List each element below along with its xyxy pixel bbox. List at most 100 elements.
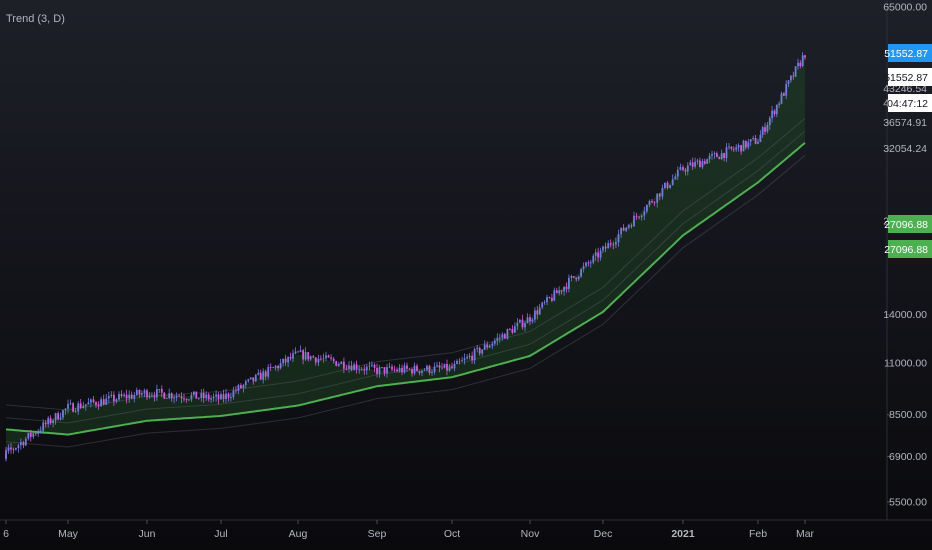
time-tick-label: Dec	[594, 528, 613, 540]
candle	[792, 71, 795, 80]
candle	[62, 409, 64, 420]
candle	[202, 388, 205, 403]
time-tick-label: Jun	[139, 528, 156, 540]
candle	[703, 158, 706, 165]
time-tick-label: Feb	[749, 528, 767, 540]
candle	[173, 395, 175, 404]
candle	[473, 347, 476, 365]
candle	[47, 416, 50, 428]
candle	[421, 370, 423, 377]
candle	[52, 418, 54, 428]
time-axis[interactable]: 6 May Jun Jul Aug Sep Oct Nov Dec 2021 Feb Mar	[3, 520, 815, 540]
candle	[757, 138, 759, 145]
candle	[170, 392, 173, 402]
candle	[185, 398, 188, 403]
candle	[237, 383, 240, 395]
candle	[212, 393, 215, 402]
candle	[597, 247, 599, 263]
candle	[320, 355, 322, 361]
candle	[257, 369, 260, 376]
candle	[570, 274, 573, 282]
candle	[563, 286, 565, 296]
candle	[314, 357, 317, 366]
indicator-legend[interactable]: Trend (3, D)	[6, 13, 65, 25]
candle	[133, 392, 136, 403]
candle	[666, 181, 669, 190]
candle	[195, 391, 198, 399]
candle	[585, 261, 587, 268]
price-trend-fill	[6, 53, 805, 454]
candle	[24, 436, 27, 447]
candle	[225, 388, 227, 403]
candle	[378, 365, 381, 378]
candle	[373, 363, 376, 373]
candle	[90, 398, 92, 408]
ema-band-line-1	[5, 154, 806, 448]
candle	[543, 300, 546, 305]
candle	[401, 364, 403, 376]
candle	[602, 245, 604, 253]
candle	[441, 362, 443, 370]
candle	[178, 393, 180, 397]
candle	[664, 182, 666, 190]
candle	[365, 364, 368, 375]
candle	[481, 349, 484, 357]
candle	[558, 286, 561, 296]
candle	[682, 164, 684, 172]
candle	[599, 247, 602, 261]
time-tick-label: Oct	[444, 528, 460, 540]
candle	[689, 159, 692, 166]
candle	[555, 287, 558, 294]
candle	[622, 224, 625, 232]
candle	[215, 390, 217, 402]
time-tick-label: Mar	[796, 528, 815, 540]
candle	[193, 391, 195, 397]
candle	[783, 92, 785, 96]
time-tick-label: Jul	[214, 528, 227, 540]
candle	[725, 143, 728, 163]
candle	[612, 241, 615, 250]
candle	[180, 392, 183, 404]
candle	[82, 401, 85, 409]
candle	[262, 368, 265, 384]
time-tick-label: Nov	[521, 528, 540, 540]
candle	[148, 392, 151, 399]
candle	[227, 392, 230, 402]
candle	[259, 369, 262, 380]
candle	[330, 354, 332, 361]
candle	[282, 358, 284, 367]
candle	[752, 135, 755, 141]
candle	[524, 320, 526, 332]
candle	[252, 377, 255, 385]
trend-line	[5, 142, 806, 436]
candle	[466, 354, 468, 360]
ema-band-line-3	[5, 118, 806, 411]
candle	[780, 91, 783, 105]
candle	[42, 419, 45, 434]
candle	[496, 333, 499, 346]
candle	[408, 367, 411, 370]
candle	[358, 365, 361, 374]
candle	[355, 360, 358, 374]
candle	[546, 294, 548, 305]
candle	[516, 318, 519, 331]
candle	[463, 353, 466, 365]
candle	[7, 444, 10, 454]
candle	[548, 296, 551, 299]
candle	[272, 366, 275, 369]
candle	[493, 337, 496, 346]
candle	[146, 388, 148, 400]
candle	[163, 392, 166, 400]
candle	[376, 363, 378, 378]
price-tick-label: 11000.00	[884, 358, 927, 370]
candle	[438, 361, 441, 373]
candle	[458, 358, 461, 365]
price-axis[interactable]: 65000.0043246.5440258.7436574.9132054.24…	[883, 2, 932, 509]
candle	[773, 109, 776, 117]
candle	[383, 367, 386, 377]
close-price-tag: 51552.87	[884, 68, 932, 86]
candle	[115, 398, 118, 404]
candle	[735, 144, 738, 152]
candle	[363, 364, 366, 375]
